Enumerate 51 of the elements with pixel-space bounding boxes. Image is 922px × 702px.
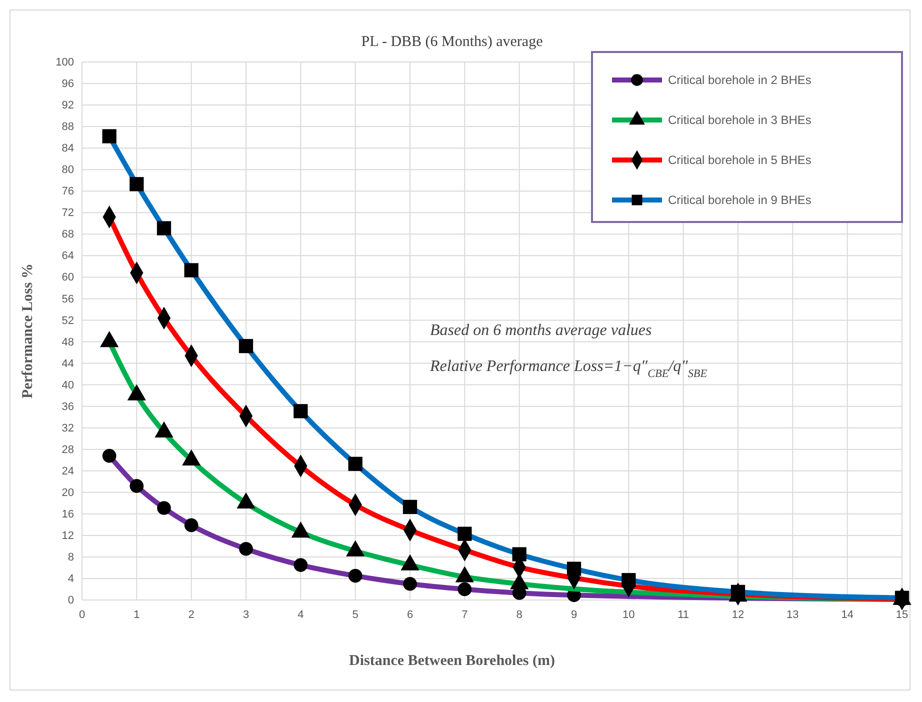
y-tick-label: 8 — [68, 551, 74, 564]
y-tick-label: 4 — [68, 573, 74, 585]
y-tick-label: 88 — [62, 121, 74, 134]
x-tick-label: 10 — [622, 608, 635, 621]
legend-label: Critical borehole in 9 BHEs — [668, 193, 812, 207]
y-tick-label: 20 — [62, 486, 74, 499]
y-tick-label: 40 — [62, 379, 74, 392]
x-tick-label: 14 — [841, 608, 854, 621]
y-tick-label: 64 — [62, 250, 74, 262]
legend-label: Critical borehole in 2 BHEs — [668, 73, 812, 87]
x-axis-title: Distance Between Boreholes (m) — [349, 653, 555, 669]
y-tick-label: 96 — [62, 78, 74, 90]
y-tick-label: 16 — [62, 508, 74, 520]
x-tick-label: 9 — [570, 608, 578, 621]
x-tick-label: 11 — [678, 608, 690, 621]
x-tick-label: 4 — [298, 608, 304, 621]
x-tick-label: 1 — [134, 608, 140, 621]
y-tick-label: 60 — [62, 272, 74, 284]
x-tick-label: 6 — [406, 608, 414, 621]
y-tick-label: 76 — [62, 186, 74, 198]
y-tick-label: 100 — [56, 56, 74, 69]
y-tick-label: 92 — [62, 100, 74, 112]
annotation: Relative Performance Loss=1−q″$_{CBE}$/q″$_{SBE}$ — [429, 358, 708, 380]
x-tick-label: 5 — [352, 608, 358, 621]
x-tick-label: 8 — [516, 608, 522, 621]
legend-label: Critical borehole in 5 BHEs — [668, 153, 812, 167]
x-tick-label: 2 — [188, 608, 194, 621]
y-tick-label: 56 — [62, 293, 74, 306]
annotation: Based on 6 months average values — [430, 322, 652, 339]
y-tick-label: 80 — [62, 164, 74, 176]
x-tick-label: 0 — [78, 608, 86, 621]
y-tick-label: 44 — [62, 358, 74, 370]
x-tick-label: 7 — [462, 608, 468, 621]
y-tick-label: 48 — [62, 336, 74, 348]
x-tick-label: 12 — [732, 608, 744, 621]
y-tick-label: 84 — [62, 142, 74, 155]
y-tick-label: 0 — [68, 594, 74, 607]
y-tick-label: 68 — [62, 228, 74, 241]
y-tick-label: 12 — [62, 530, 74, 542]
x-tick-label: 3 — [242, 608, 250, 621]
y-tick-label: 72 — [62, 207, 74, 220]
y-tick-label: 28 — [62, 444, 74, 456]
y-tick-label: 52 — [62, 314, 74, 327]
chart-title: PL - DBB (6 Months) average — [361, 34, 544, 50]
y-tick-label: 32 — [62, 422, 74, 434]
x-tick-label: 15 — [896, 608, 908, 621]
x-tick-label: 13 — [786, 608, 799, 621]
y-tick-label: 24 — [62, 465, 74, 478]
legend-label: Critical borehole in 3 BHEs — [668, 113, 812, 127]
y-tick-label: 36 — [62, 400, 74, 413]
y-axis-title: Performance Loss % — [20, 264, 36, 398]
